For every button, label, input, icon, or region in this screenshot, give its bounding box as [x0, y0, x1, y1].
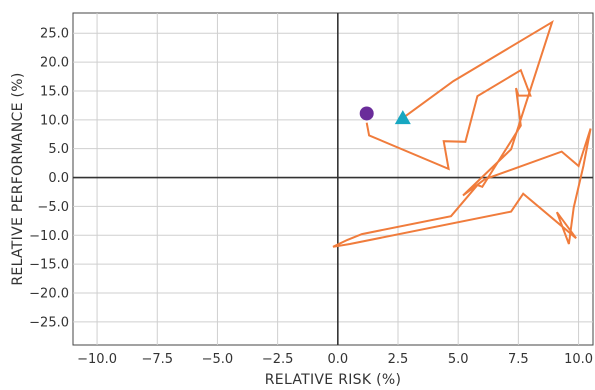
series-line	[332, 19, 592, 248]
x-tick-label: −2.5	[262, 352, 294, 367]
y-tick-label: 10.0	[40, 113, 69, 128]
y-tick-label: −15.0	[29, 258, 69, 273]
plot-frame	[72, 12, 594, 346]
y-tick-label: 5.0	[48, 142, 69, 157]
x-tick-label: 7.5	[508, 352, 529, 367]
data-layer	[332, 19, 592, 248]
x-tick-label: −7.5	[141, 352, 173, 367]
y-tick-label: 15.0	[40, 84, 69, 99]
triangle-marker	[394, 110, 411, 125]
y-tick-label: −10.0	[29, 229, 69, 244]
y-tick-label: −20.0	[29, 287, 69, 302]
x-tick-label: −5.0	[202, 352, 234, 367]
circle-marker	[359, 106, 374, 121]
y-tick-label: 0.0	[48, 171, 69, 186]
x-tick-label: 0.0	[327, 352, 348, 367]
x-tick-label: −10.0	[77, 352, 117, 367]
y-axis-ticks: 25.0 20.0 15.0 10.0 5.0 0.0 −5.0 −10.0 −15.0 −20.…	[29, 27, 69, 331]
x-axis-ticks: −10.0 −7.5 −5.0 −2.5 0.0 2.5 5.0 7.5 10.0	[77, 352, 593, 367]
x-tick-label: 2.5	[388, 352, 409, 367]
x-tick-label: 5.0	[448, 352, 469, 367]
y-tick-label: −5.0	[37, 200, 69, 215]
y-tick-label: −25.0	[29, 315, 69, 330]
x-tick-label: 10.0	[564, 352, 593, 367]
y-axis-title: RELATIVE PERFORMANCE (%)	[10, 72, 26, 285]
y-tick-label: 20.0	[40, 56, 69, 71]
zero-axes	[73, 13, 593, 345]
x-axis-title: RELATIVE RISK (%)	[265, 372, 401, 388]
y-tick-label: 25.0	[40, 27, 69, 42]
